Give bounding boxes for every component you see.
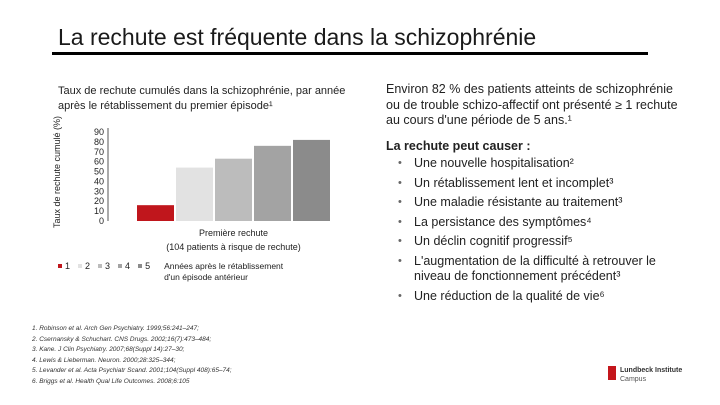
y-tick-label: 40 — [94, 176, 104, 186]
consequence-item: • Un déclin cognitif progressif⁵ — [386, 234, 686, 250]
y-tick-label: 30 — [94, 186, 104, 196]
reference-item: 1. Robinson et al. Arch Gen Psychiatry. … — [32, 325, 199, 332]
chart-ylabel: Taux de rechute cumulé (%) — [52, 115, 62, 228]
logo-line1: Lundbeck Institute — [620, 367, 683, 374]
consequence-text: Une maladie résistante au traitement³ — [414, 195, 623, 209]
consequences-list: • Une nouvelle hospitalisation² • Un rétabl… — [386, 156, 686, 304]
consequence-item: • Une réduction de la qualité de vie⁶ — [386, 289, 686, 305]
title-rule — [52, 52, 648, 55]
bar-year-1 — [137, 205, 174, 221]
legend-label: 3 — [105, 261, 111, 271]
y-tick-label: 0 — [99, 216, 104, 226]
legend-item-2: 2 — [78, 261, 90, 271]
legend-swatch — [118, 264, 123, 268]
bar-year-4 — [254, 145, 291, 221]
consequence-text: Une réduction de la qualité de vie⁶ — [414, 288, 605, 303]
legend-swatch — [78, 264, 83, 268]
slide-title: La rechute est fréquente dans la schizop… — [58, 24, 537, 50]
chart-title: Taux de rechute cumulés dans la schizoph… — [58, 85, 346, 112]
reference-item: 4. Lewis & Lieberman. Neuron. 2000;28:32… — [32, 356, 176, 364]
y-tick-label: 60 — [94, 157, 104, 167]
consequences-heading: La rechute peut causer : — [386, 138, 531, 153]
references: 1. Robinson et al. Arch Gen Psychiatry. … — [32, 324, 232, 388]
reference-item: 3. Kane. J Clin Psychiatry. 2007;68(Supp… — [32, 346, 185, 354]
bullet-icon: • — [398, 215, 402, 228]
consequence-text: Une nouvelle hospitalisation² — [414, 156, 574, 170]
legend-item-1: 1 — [58, 261, 70, 271]
x-axis-label: Première rechute — [199, 228, 268, 238]
bullet-icon: • — [398, 289, 402, 302]
bullet-icon: • — [398, 196, 402, 208]
lundbeck-logo: Lundbeck Institute Campus — [608, 366, 683, 384]
right-panel: Environ 82 % des patients atteints de sc… — [386, 82, 686, 308]
consequence-item: • Un rétablissement lent et incomplet³ — [386, 176, 686, 192]
y-tick-label: 80 — [94, 137, 104, 147]
y-tick-label: 70 — [94, 147, 104, 157]
legend-swatch — [58, 264, 62, 268]
legend-item-4: 4 — [118, 261, 130, 271]
reference-item: 6. Briggs et al. Health Qual Life Outcom… — [32, 377, 190, 385]
chart-legend: 1 2 3 4 5 Années après le rétablissement d'u… — [58, 261, 294, 283]
consequence-text: La persistance des symptômes⁴ — [414, 214, 592, 229]
intro-text: Environ 82 % des patients atteints de sc… — [386, 82, 678, 127]
bullet-icon: • — [398, 157, 402, 169]
logo-mark-icon — [608, 366, 616, 380]
consequence-text: Un rétablissement lent et incomplet³ — [414, 175, 614, 190]
bullet-icon: • — [398, 235, 402, 247]
bullet-icon: • — [398, 176, 402, 189]
consequence-item: • Une nouvelle hospitalisation² — [386, 156, 686, 172]
legend-item-3: 3 — [98, 261, 110, 271]
legend-label: 2 — [85, 261, 91, 271]
consequence-text: Un déclin cognitif progressif⁵ — [414, 234, 573, 248]
bar-year-2 — [176, 167, 213, 221]
x-axis-sublabel: (104 patients à risque de rechute) — [166, 242, 301, 252]
consequence-text: L'augmentation de la difficulté à retrou… — [414, 253, 656, 284]
logo-line2: Campus — [620, 376, 647, 383]
reference-item: 2. Csernansky & Schuchart. CNS Drugs. 20… — [32, 335, 212, 343]
y-tick-label: 50 — [94, 167, 104, 177]
bar-year-3 — [215, 158, 252, 221]
legend-swatch — [138, 264, 143, 268]
legend-label: 5 — [145, 261, 151, 271]
legend-label: 4 — [125, 261, 131, 271]
bar-year-5 — [293, 139, 330, 221]
consequence-item: • L'augmentation de la difficulté à retro… — [386, 254, 686, 285]
legend-item-5: 5 — [138, 261, 150, 271]
y-tick-label: 20 — [94, 196, 104, 206]
reference-item: 5. Levander et al. Acta Psychiatr Scand.… — [32, 367, 232, 375]
bullet-icon: • — [398, 254, 402, 267]
legend-note: Années après le rétablissement d'un épis… — [164, 261, 284, 282]
legend-swatch — [98, 264, 103, 268]
y-tick-label: 90 — [94, 127, 104, 137]
consequence-item: • La persistance des symptômes⁴ — [386, 215, 686, 231]
y-tick-label: 10 — [94, 206, 104, 216]
consequence-item: • Une maladie résistante au traitement³ — [386, 195, 686, 211]
legend-label: 1 — [65, 261, 71, 271]
